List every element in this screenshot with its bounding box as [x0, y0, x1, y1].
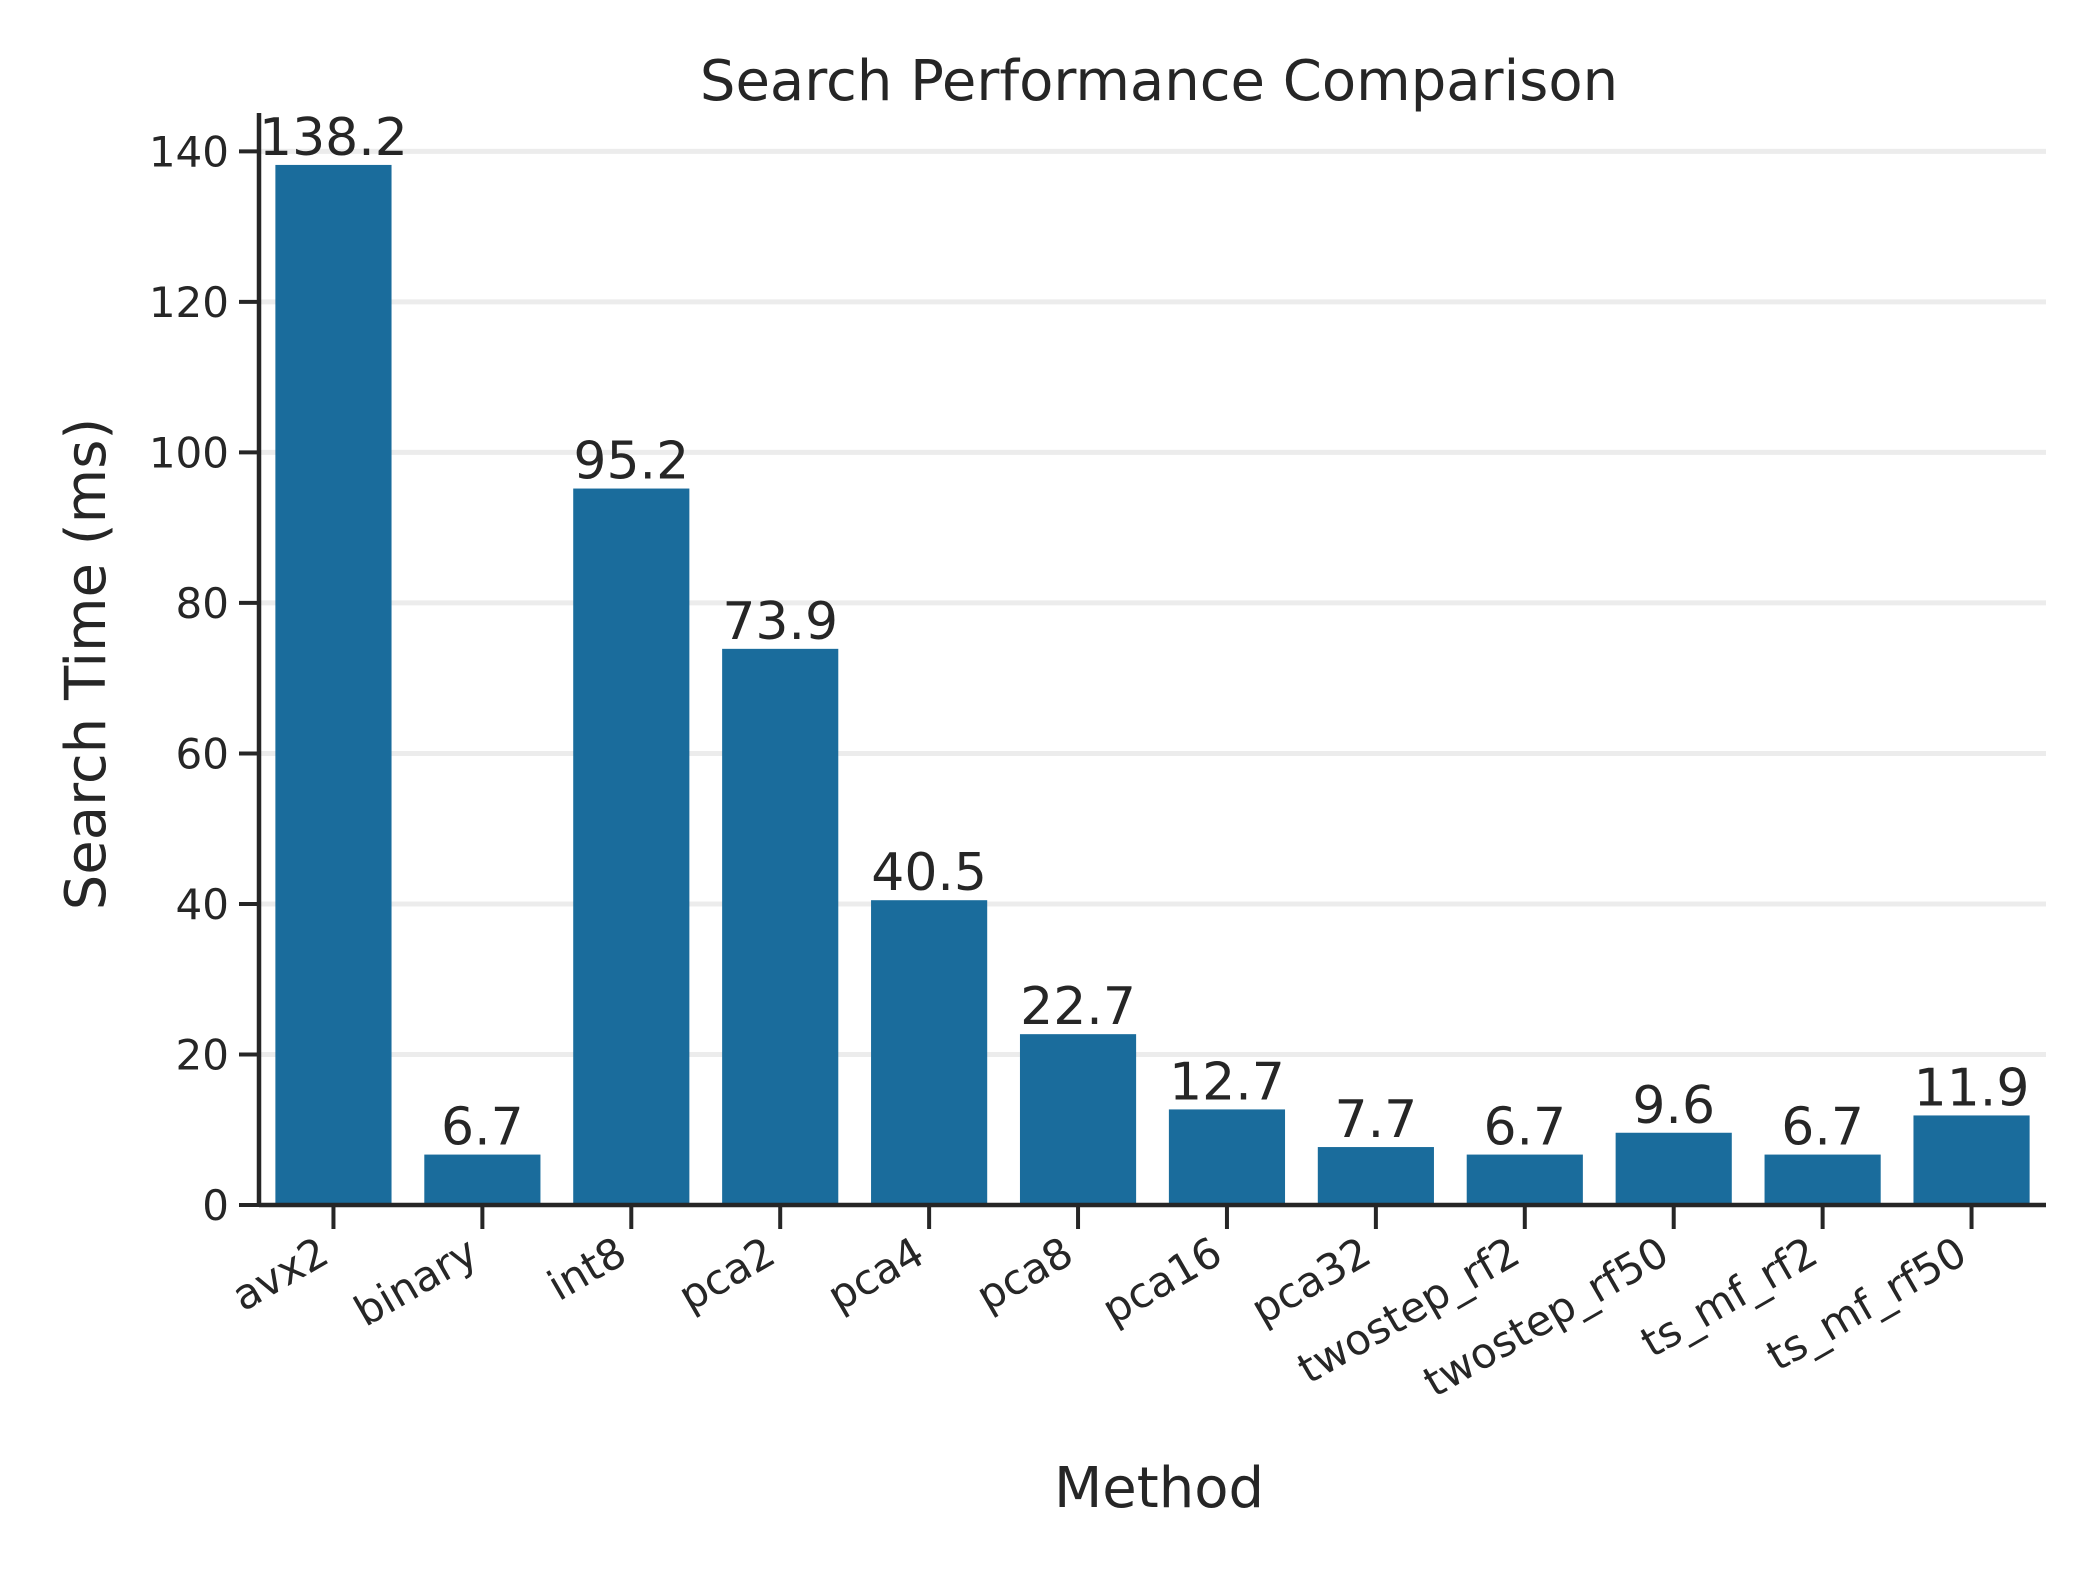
- axes: [239, 113, 2046, 1229]
- bar: [1913, 1115, 2030, 1205]
- bar: [871, 900, 988, 1205]
- x-tick-label: twostep_rf50: [1415, 1227, 1677, 1406]
- y-tick-label: 0: [202, 1181, 229, 1230]
- x-tick-label: pca4: [819, 1227, 932, 1321]
- y-tick-label: 100: [149, 428, 229, 477]
- bar: [1168, 1109, 1286, 1205]
- bar-value-label: 6.7: [441, 1098, 524, 1158]
- bar-value-label: 7.7: [1335, 1090, 1418, 1150]
- y-tick-label: 80: [176, 579, 229, 628]
- bar-value-label: 138.2: [259, 108, 408, 168]
- bar: [1019, 1034, 1137, 1205]
- bar: [722, 648, 839, 1205]
- bar: [1317, 1147, 1434, 1205]
- bar-value-label: 6.7: [1781, 1098, 1864, 1158]
- y-axis-label: Search Time (ms): [54, 418, 119, 910]
- x-tick-label: pca2: [670, 1227, 783, 1321]
- bar-value-label: 73.9: [722, 592, 838, 652]
- gridlines: [259, 148, 2046, 1057]
- bar: [1466, 1154, 1583, 1205]
- x-tick-label: pca8: [968, 1227, 1081, 1321]
- bar: [424, 1154, 541, 1205]
- x-axis-label: Method: [1054, 1456, 1264, 1521]
- x-tick-label: binary: [346, 1227, 486, 1336]
- bar: [1615, 1132, 1732, 1205]
- y-tick-label: 40: [176, 880, 229, 929]
- bar: [1764, 1154, 1881, 1205]
- y-tick-label: 20: [176, 1030, 229, 1079]
- bar-value-label: 95.2: [573, 432, 689, 492]
- y-tick-label: 140: [149, 127, 229, 176]
- bar-value-label: 9.6: [1632, 1076, 1715, 1136]
- data-labels: 138.2 6.7 95.2 73.9 40.5 22.7 12.7 7.7 6.7 9.6 6.7…: [259, 108, 2029, 1158]
- bar-value-label: 12.7: [1169, 1052, 1285, 1112]
- bar-value-label: 40.5: [871, 843, 987, 903]
- chart-title: Search Performance Comparison: [700, 49, 1618, 114]
- bar-value-label: 22.7: [1020, 977, 1136, 1037]
- x-tick-label: int8: [539, 1227, 634, 1310]
- bars: [275, 164, 2030, 1205]
- bar-value-label: 6.7: [1483, 1098, 1566, 1158]
- bar: [573, 488, 690, 1205]
- y-tick-label: 120: [149, 278, 229, 327]
- y-tick-label: 60: [176, 729, 229, 778]
- bar: [275, 164, 392, 1205]
- x-tick-label: pca16: [1094, 1227, 1230, 1334]
- tick-labels: 0 20 40 60 80 100 120 140 avx2 binary int8 pca2 pca4…: [149, 127, 1975, 1406]
- x-tick-label: avx2: [223, 1227, 336, 1321]
- bar-value-label: 11.9: [1914, 1058, 2030, 1118]
